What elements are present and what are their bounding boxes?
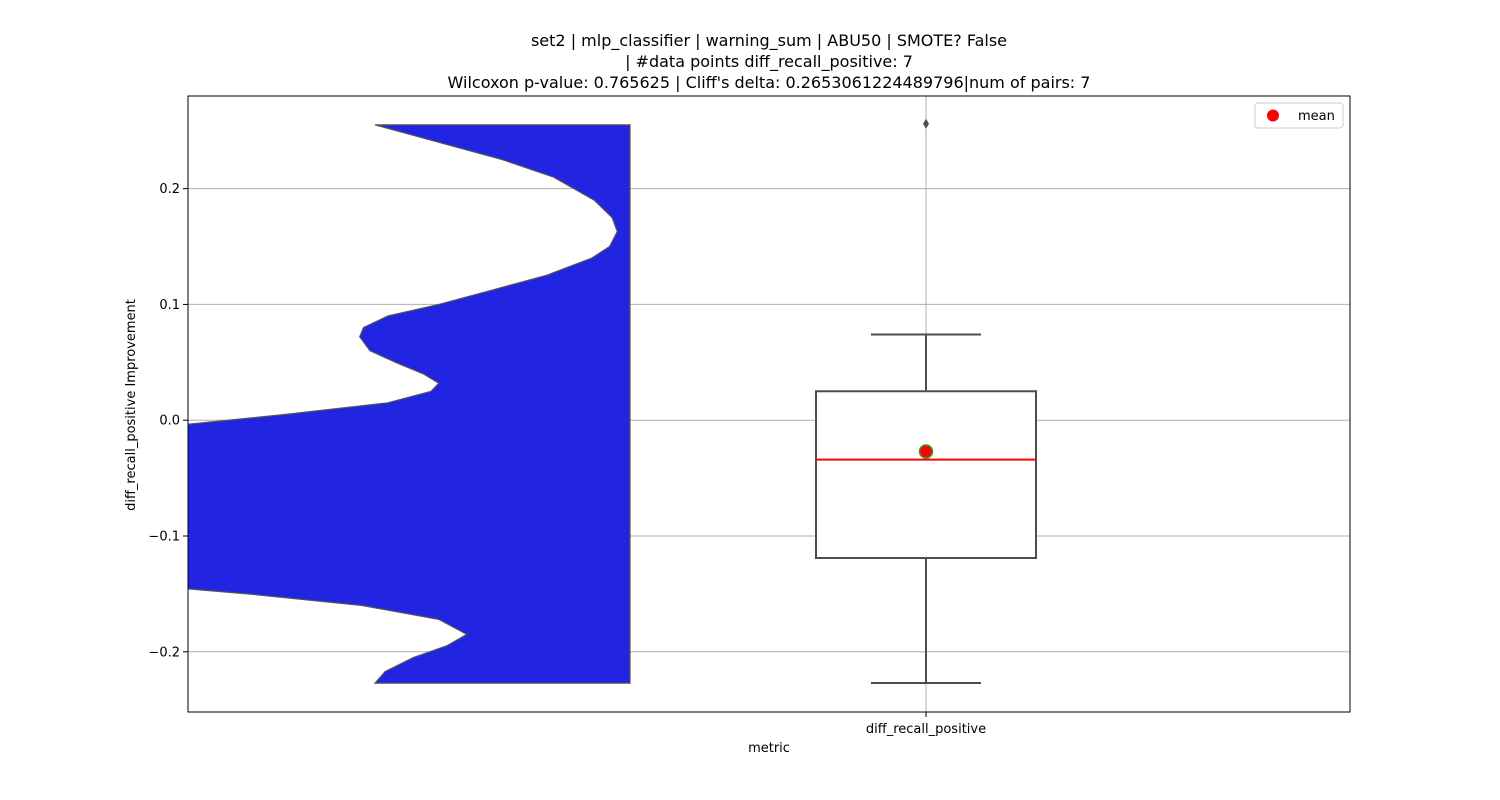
y-tick-label: 0.0 bbox=[159, 414, 180, 429]
outlier-point bbox=[923, 118, 929, 129]
y-tick-label: 0.2 bbox=[159, 182, 180, 197]
x-axis-label: metric bbox=[748, 741, 790, 756]
violin bbox=[188, 124, 631, 684]
y-tick-label: −0.1 bbox=[148, 530, 180, 545]
legend-mean-label: mean bbox=[1298, 109, 1335, 124]
title-line-3: Wilcoxon p-value: 0.765625 | Cliff's del… bbox=[448, 73, 1091, 92]
mean-marker bbox=[918, 444, 934, 459]
title-line-2: | #data points diff_recall_positive: 7 bbox=[625, 52, 913, 72]
y-tick-label: −0.2 bbox=[148, 645, 180, 660]
legend: mean bbox=[1254, 102, 1344, 129]
box-iqr bbox=[815, 390, 1037, 559]
y-tick-label: 0.1 bbox=[159, 298, 180, 313]
legend-frame bbox=[1254, 102, 1344, 129]
violin-body bbox=[188, 124, 631, 684]
boxplot bbox=[815, 118, 1037, 685]
plot-frame bbox=[187, 95, 1351, 713]
legend-mean-marker bbox=[1267, 109, 1279, 122]
y-axis-label: diff_recall_positive Improvement bbox=[124, 299, 139, 511]
x-tick-label: diff_recall_positive bbox=[866, 722, 986, 737]
title-line-1: set2 | mlp_classifier | warning_sum | AB… bbox=[531, 31, 1007, 51]
x-axis: diff_recall_positive bbox=[866, 712, 986, 737]
chart-title: set2 | mlp_classifier | warning_sum | AB… bbox=[448, 31, 1091, 92]
y-axis: −0.2 −0.1 0.0 0.1 0.2 bbox=[148, 182, 188, 660]
